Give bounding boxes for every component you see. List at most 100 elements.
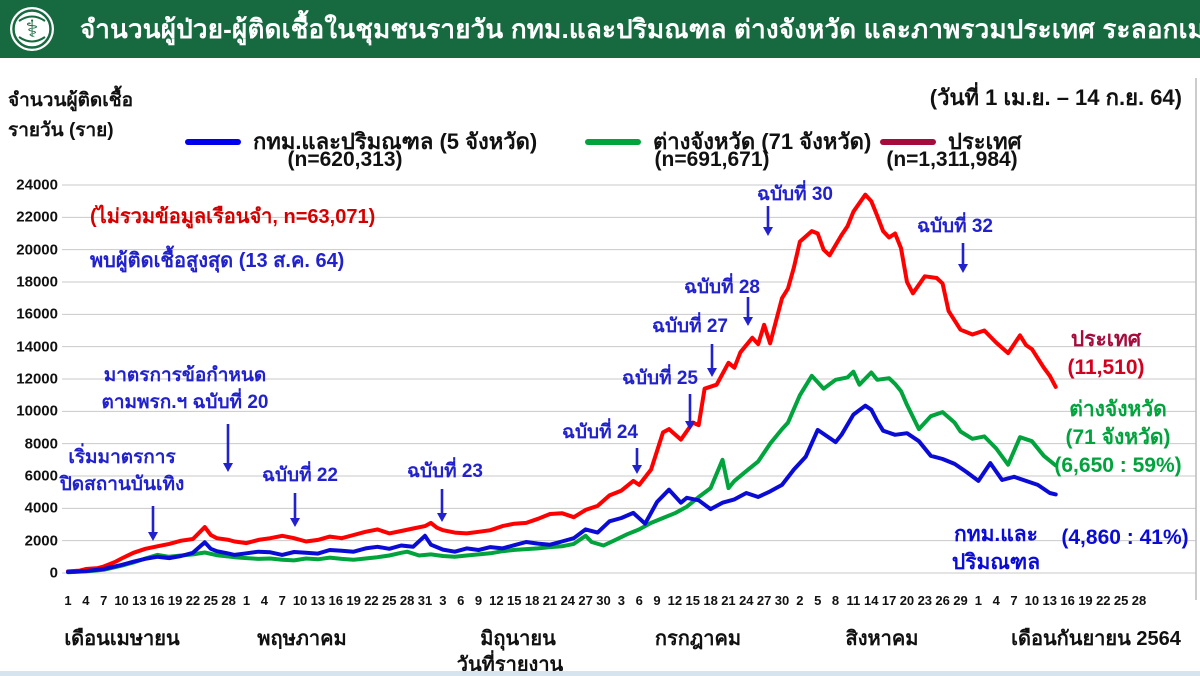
x-tick-label: 28: [399, 593, 415, 608]
x-tick-label: 18: [703, 593, 718, 608]
end-label-country: ประเทศ (11,510): [1067, 326, 1144, 382]
y-tick-label: 6000: [24, 467, 58, 485]
month-label: มิถุนายน: [480, 628, 556, 650]
y-tick-label: 8000: [24, 435, 58, 453]
ministry-of-public-health-logo-icon: ⚕: [10, 7, 54, 51]
x-tick-label: 1: [974, 593, 982, 608]
x-tick-label: 24: [739, 593, 754, 608]
x-tick-label: 15: [507, 593, 522, 608]
x-tick-label: 29: [953, 593, 968, 608]
end-label-bkk: กทม.และ ปริมณฑล: [952, 521, 1040, 577]
x-tick-label: 8: [831, 593, 840, 608]
x-tick-label: 22: [1096, 593, 1111, 608]
x-tick-label: 6: [457, 593, 465, 608]
y-tick-label: 20000: [16, 241, 58, 259]
y-tick-label: 24000: [16, 176, 58, 194]
legend-swatch-bkk: [185, 138, 241, 145]
x-tick-label: 10: [1024, 593, 1040, 608]
y-tick-label: 2000: [24, 532, 58, 550]
x-tick-label: 3: [617, 593, 625, 608]
legend-n-province: (n=691,671): [654, 148, 770, 171]
end-label-province-name: ต่างจังหวัด: [1069, 398, 1167, 421]
x-tick-label: 21: [721, 593, 736, 608]
month-label: พฤษภาคม: [257, 628, 347, 650]
x-tick-label: 7: [100, 593, 108, 608]
x-tick-label: 31: [417, 593, 433, 608]
annotation-label: ฉบับที่ 28: [684, 277, 760, 298]
x-tick-label: 27: [756, 593, 772, 608]
x-tick-label: 21: [542, 593, 558, 608]
legend-n-bkk: (n=620,313): [287, 148, 403, 171]
x-tick-label: 1: [242, 593, 251, 608]
annotation-arrowhead-icon: [707, 368, 717, 377]
x-tick-label: 10: [114, 593, 129, 608]
y-axis-title-line1: จำนวนผู้ติดเชื้อ: [8, 90, 134, 111]
x-tick-label: 30: [596, 593, 611, 608]
page-title: จำนวนผู้ป่วย-ผู้ติดเชื้อในชุมชนรายวัน กท…: [80, 13, 1200, 44]
end-label-bkk-name1: กทม.และ: [954, 523, 1038, 546]
x-tick-label: 4: [82, 593, 90, 608]
end-label-bkk-name2: ปริมณฑล: [951, 551, 1041, 574]
series-line: [66, 192, 1058, 574]
x-tick-label: 19: [167, 593, 183, 608]
x-tick-label: 28: [1131, 593, 1147, 608]
x-tick-label: 9: [653, 593, 661, 608]
y-tick-label: 4000: [24, 499, 58, 517]
x-tick-label: 22: [364, 593, 379, 608]
x-tick-label: 18: [524, 593, 540, 608]
y-tick-label: 18000: [16, 273, 58, 291]
y-tick-label: 10000: [16, 402, 58, 420]
x-tick-label: 19: [1078, 593, 1093, 608]
y-axis-title-line2: รายวัน (ราย): [8, 120, 114, 141]
x-tick-label: 25: [1113, 593, 1129, 608]
legend-item-province: ต่างจังหวัด (71 จังหวัด): [585, 124, 871, 159]
x-tick-label: 9: [474, 593, 483, 608]
x-tick-label: 16: [328, 593, 343, 608]
x-tick-label: 3: [439, 593, 447, 608]
x-tick-label: 25: [382, 593, 397, 608]
bottom-strip: [0, 671, 1200, 676]
y-tick-label: 16000: [16, 305, 58, 323]
x-tick-label: 11: [846, 593, 861, 608]
x-tick-label: 22: [185, 593, 201, 608]
y-tick-label: 22000: [16, 208, 58, 226]
annotation-label: เริ่มมาตรการ ปิดสถานบันเทิง: [59, 447, 185, 495]
annotation-arrowhead-icon: [437, 513, 447, 522]
legend-label-province: ต่างจังหวัด (71 จังหวัด): [653, 129, 872, 154]
x-tick-label: 4: [260, 593, 268, 608]
x-tick-label: 1: [64, 593, 72, 608]
x-tick-label: 14: [864, 593, 879, 608]
end-label-bkk-value: (4,860 : 41%): [1061, 526, 1189, 549]
y-tick-label: 12000: [16, 370, 58, 388]
legend-swatch-province: [585, 138, 641, 145]
annotation-arrowhead-icon: [290, 518, 300, 527]
annotation-arrowhead-icon: [148, 532, 158, 541]
note-prison-exclusion: (ไม่รวมข้อมูลเรือนจำ, n=63,071): [90, 206, 376, 228]
x-tick-label: 16: [1060, 593, 1075, 608]
x-tick-label: 2: [796, 593, 804, 608]
annotation-label: ฉบับที่ 27: [652, 316, 728, 337]
legend-label-country: ประเทศ: [948, 129, 1022, 154]
x-tick-label: 16: [150, 593, 165, 608]
end-label-country-value: (11,510): [1067, 356, 1145, 379]
annotation-arrowhead-icon: [743, 317, 753, 326]
x-tick-label: 13: [310, 593, 326, 608]
annotation-arrowhead-icon: [223, 463, 233, 472]
x-tick-label: 19: [346, 593, 361, 608]
month-label: กรกฎาคม: [654, 628, 742, 650]
x-tick-label: 25: [203, 593, 219, 608]
date-range-label: (วันที่ 1 เม.ย. – 14 ก.ย. 64): [929, 85, 1182, 110]
annotation-arrowhead-icon: [632, 465, 642, 474]
x-tick-label: 24: [560, 593, 576, 608]
annotation-label: ฉบับที่ 30: [757, 184, 833, 205]
annotation-arrowhead-icon: [685, 421, 695, 430]
x-tick-label: 10: [292, 593, 308, 608]
annotation-label: มาตรการข้อกำหนด ตามพรก.ฯ ฉบับที่ 20: [101, 365, 269, 413]
x-tick-label: 13: [132, 593, 147, 608]
annotation-label: ฉบับที่ 24: [562, 422, 638, 443]
y-tick-label: 14000: [16, 338, 58, 356]
x-tick-label: 15: [685, 593, 700, 608]
x-tick-label: 5: [814, 593, 822, 608]
x-tick-label: 28: [221, 593, 236, 608]
